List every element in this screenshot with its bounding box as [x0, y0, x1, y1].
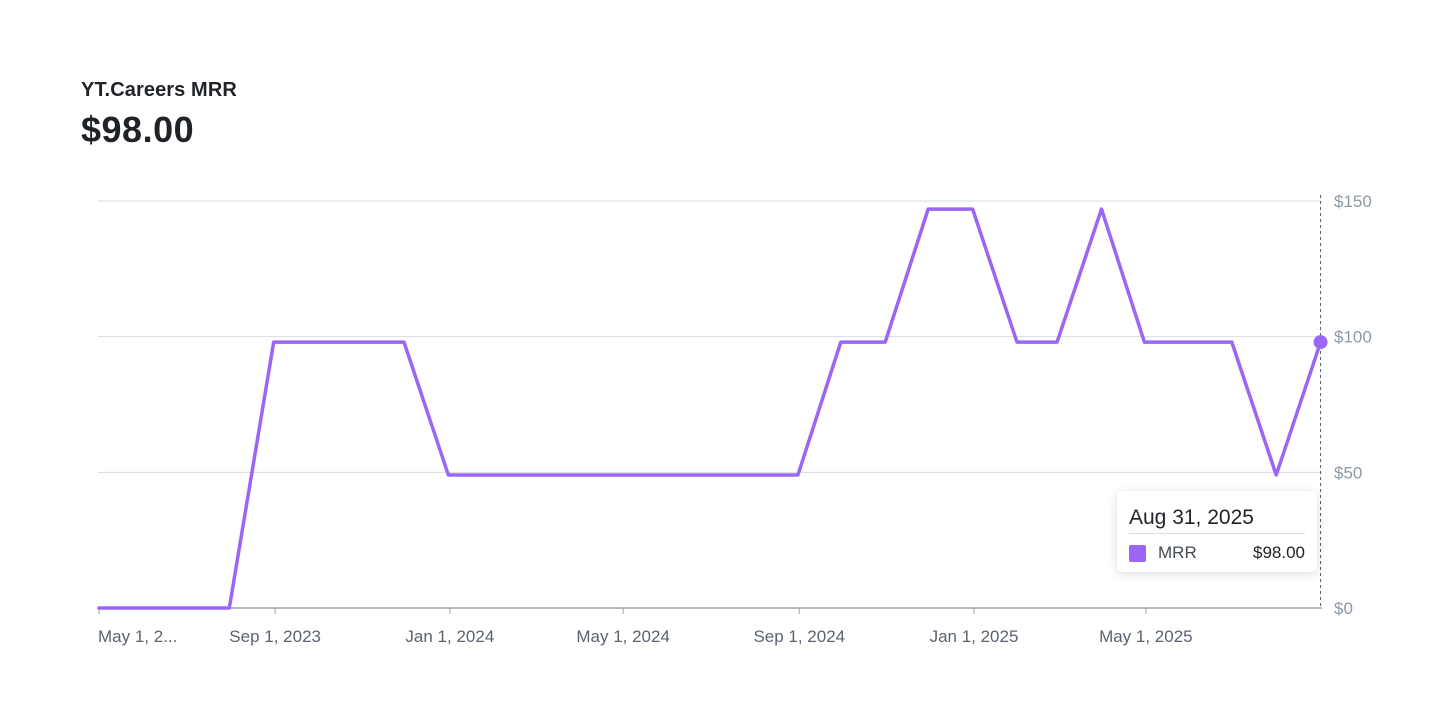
- chart-header: YT.Careers MRR $98.00: [81, 78, 237, 152]
- chart-tooltip: Aug 31, 2025 MRR $98.00: [1117, 491, 1317, 572]
- x-tick-label: May 1, 2025: [1099, 627, 1193, 646]
- y-tick-label: $50: [1334, 463, 1362, 482]
- x-tick-label: Sep 1, 2024: [753, 627, 845, 646]
- x-tick-label: Jan 1, 2025: [930, 627, 1019, 646]
- tooltip-value: $98.00: [1253, 543, 1305, 562]
- tooltip-series-row: MRR $98.00: [1129, 543, 1305, 563]
- x-tick-label: May 1, 2...: [98, 627, 177, 646]
- x-tick-label: May 1, 2024: [576, 627, 670, 646]
- highlight-point: [1313, 335, 1328, 350]
- y-tick-label: $0: [1334, 599, 1353, 618]
- series-color-swatch: [1129, 544, 1146, 562]
- y-tick-label: $150: [1334, 192, 1372, 211]
- y-tick-label: $100: [1334, 328, 1372, 347]
- chart-title: YT.Careers MRR: [81, 79, 237, 101]
- current-mrr-value: $98.00: [81, 109, 195, 150]
- tooltip-series-name: MRR: [1158, 543, 1197, 562]
- x-tick-label: Sep 1, 2023: [229, 627, 321, 646]
- x-tick-label: Jan 1, 2024: [405, 627, 494, 646]
- series-line-mrr: [97, 207, 1323, 610]
- tooltip-date: Aug 31, 2025: [1129, 491, 1305, 534]
